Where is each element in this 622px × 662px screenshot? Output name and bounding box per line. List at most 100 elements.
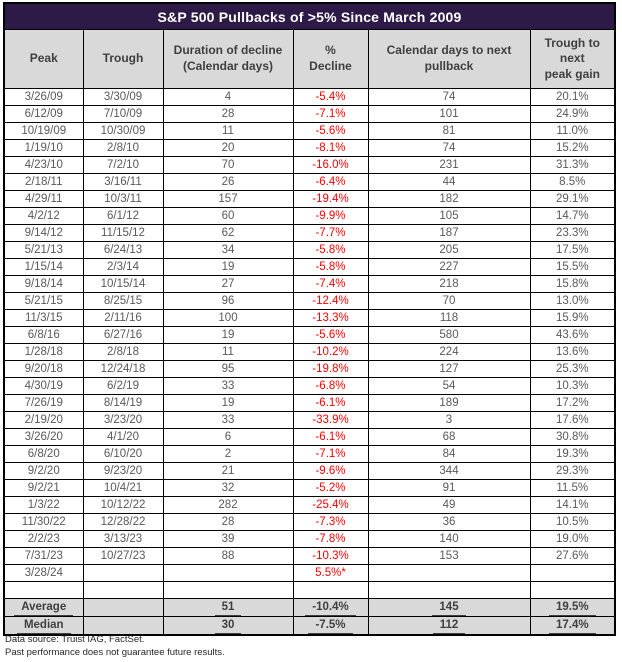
cell-peak: 3/26/09 — [3, 88, 84, 106]
cell-trough: 8/25/15 — [82, 292, 164, 310]
summary-cell-trough — [82, 616, 164, 636]
table-row: 3/26/09 3/30/09 4 -5.4% 74 20.1% — [3, 88, 616, 106]
cell-duration — [162, 564, 294, 582]
cell-decline: -13.3% — [292, 309, 369, 327]
cell-peak: 11/30/22 — [3, 513, 84, 531]
cell-next-days: 70 — [367, 292, 531, 310]
table-row: 2/18/11 3/16/11 26 -6.4% 44 8.5% — [3, 173, 616, 191]
cell-gain: 19.0% — [529, 530, 616, 548]
table-body: 3/26/09 3/30/09 4 -5.4% 74 20.1% 6/12/09 7/10/0… — [3, 88, 616, 599]
cell-duration: 19 — [162, 394, 294, 412]
cell-gain: 25.3% — [529, 360, 616, 378]
cell-decline: -5.4% — [292, 88, 369, 106]
cell-duration: 33 — [162, 377, 294, 395]
cell-next-days: 44 — [367, 173, 531, 191]
cell-next-days: 54 — [367, 377, 531, 395]
cell-gain — [529, 581, 616, 599]
cell-gain: 15.2% — [529, 139, 616, 157]
cell-gain: 13.6% — [529, 343, 616, 361]
cell-decline: 5.5%* — [292, 564, 369, 582]
cell-peak: 2/2/23 — [3, 530, 84, 548]
cell-decline: -12.4% — [292, 292, 369, 310]
cell-gain: 24.9% — [529, 105, 616, 123]
cell-next-days: 218 — [367, 275, 531, 293]
cell-next-days — [367, 564, 531, 582]
cell-next-days: 118 — [367, 309, 531, 327]
cell-next-days: 344 — [367, 462, 531, 480]
table-row: 4/2/12 6/1/12 60 -9.9% 105 14.7% — [3, 207, 616, 225]
cell-next-days: 74 — [367, 139, 531, 157]
cell-trough: 12/24/18 — [82, 360, 164, 378]
summary-value: 51 — [214, 600, 242, 616]
cell-decline: -7.4% — [292, 275, 369, 293]
cell-next-days: 49 — [367, 496, 531, 514]
cell-trough: 7/10/09 — [82, 105, 164, 123]
table-row: 1/15/14 2/3/14 19 -5.8% 227 15.5% — [3, 258, 616, 276]
cell-duration: 32 — [162, 479, 294, 497]
cell-duration: 157 — [162, 190, 294, 208]
table-row: 6/8/16 6/27/16 19 -5.6% 580 43.6% — [3, 326, 616, 344]
cell-trough: 2/8/18 — [82, 343, 164, 361]
cell-peak: 6/8/16 — [3, 326, 84, 344]
cell-trough: 12/28/22 — [82, 513, 164, 531]
cell-peak: 9/2/20 — [3, 462, 84, 480]
cell-trough: 10/27/23 — [82, 547, 164, 565]
cell-decline: -19.4% — [292, 190, 369, 208]
cell-next-days: 101 — [367, 105, 531, 123]
cell-trough — [82, 564, 164, 582]
summary-cell-duration: 51 — [162, 598, 294, 617]
table-row — [3, 581, 616, 599]
summary-body: Average 51 -10.4% 145 19.5% Median 30 -7.5% 112 1… — [3, 598, 616, 636]
cell-duration: 2 — [162, 445, 294, 463]
table-row: 9/20/18 12/24/18 95 -19.8% 127 25.3% — [3, 360, 616, 378]
cell-duration: 11 — [162, 122, 294, 140]
cell-gain: 29.1% — [529, 190, 616, 208]
table-row: 1/3/22 10/12/22 282 -25.4% 49 14.1% — [3, 496, 616, 514]
table-row: 10/19/09 10/30/09 11 -5.6% 81 11.0% — [3, 122, 616, 140]
cell-peak: 7/31/23 — [3, 547, 84, 565]
summary-row: Median 30 -7.5% 112 17.4% — [3, 616, 616, 636]
cell-trough: 6/27/16 — [82, 326, 164, 344]
cell-peak: 4/23/10 — [3, 156, 84, 174]
cell-trough — [82, 581, 164, 599]
cell-decline: -33.9% — [292, 411, 369, 429]
cell-trough: 10/12/22 — [82, 496, 164, 514]
cell-duration: 28 — [162, 105, 294, 123]
cell-next-days: 105 — [367, 207, 531, 225]
cell-gain: 11.5% — [529, 479, 616, 497]
summary-value: 19.5% — [548, 600, 596, 616]
cell-decline: -5.8% — [292, 258, 369, 276]
cell-trough: 2/8/10 — [82, 139, 164, 157]
cell-next-days: 74 — [367, 88, 531, 106]
cell-peak: 9/14/12 — [3, 224, 84, 242]
cell-gain: 17.2% — [529, 394, 616, 412]
cell-next-days: 182 — [367, 190, 531, 208]
summary-label: Median — [3, 616, 84, 636]
cell-next-days: 187 — [367, 224, 531, 242]
cell-gain: 14.7% — [529, 207, 616, 225]
cell-trough: 10/30/09 — [82, 122, 164, 140]
cell-decline: -5.6% — [292, 326, 369, 344]
cell-duration: 282 — [162, 496, 294, 514]
column-header-row: Peak Trough Duration of decline (Calenda… — [3, 29, 616, 89]
cell-trough: 4/1/20 — [82, 428, 164, 446]
cell-duration: 62 — [162, 224, 294, 242]
cell-decline: -10.3% — [292, 547, 369, 565]
cell-peak: 4/29/11 — [3, 190, 84, 208]
col-header-peak: Peak — [3, 29, 84, 89]
cell-decline: -7.8% — [292, 530, 369, 548]
cell-peak — [3, 581, 84, 599]
cell-duration: 21 — [162, 462, 294, 480]
cell-peak: 4/2/12 — [3, 207, 84, 225]
table-row: 2/2/23 3/13/23 39 -7.8% 140 19.0% — [3, 530, 616, 548]
cell-gain: 30.8% — [529, 428, 616, 446]
summary-cell-duration: 30 — [162, 616, 294, 636]
cell-gain: 15.9% — [529, 309, 616, 327]
cell-gain: 15.8% — [529, 275, 616, 293]
cell-next-days: 153 — [367, 547, 531, 565]
cell-gain: 10.3% — [529, 377, 616, 395]
cell-gain: 14.1% — [529, 496, 616, 514]
cell-next-days: 84 — [367, 445, 531, 463]
cell-gain — [529, 564, 616, 582]
cell-peak: 10/19/09 — [3, 122, 84, 140]
